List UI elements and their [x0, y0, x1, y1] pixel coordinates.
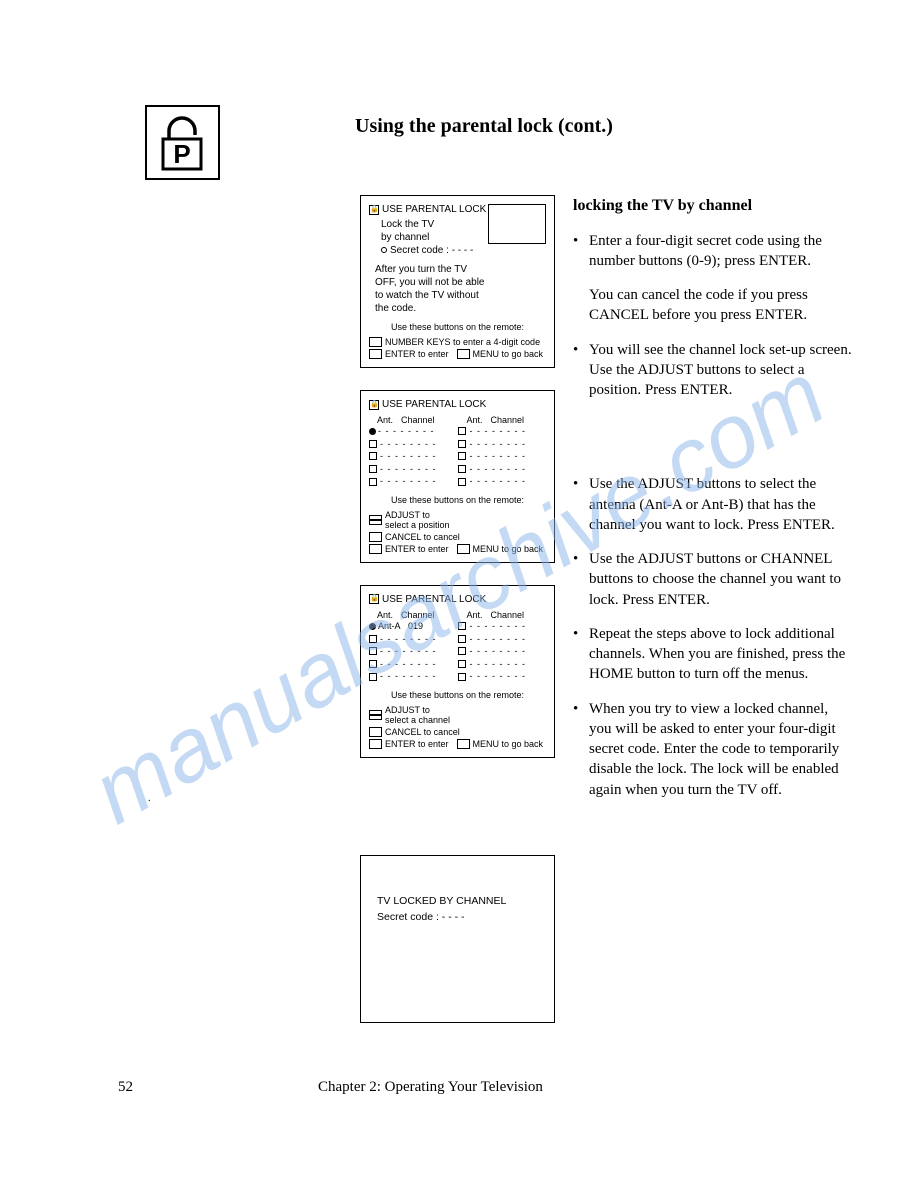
osd-preview-box: [488, 204, 546, 244]
instructions-column: locking the TV by channel Enter a four-d…: [573, 195, 853, 1023]
osd2-title: USE PARENTAL LOCK: [382, 399, 486, 410]
osd3-row: - - - - - - - -: [369, 645, 436, 658]
bullet-6: When you try to view a locked channel, y…: [573, 699, 853, 800]
osd4-line2: Secret code : - - - -: [377, 910, 538, 926]
bullet-2: You will see the channel lock set-up scr…: [573, 340, 853, 401]
osd4-line1: TV LOCKED BY CHANNEL: [377, 894, 538, 910]
osd1-buttons: NUMBER KEYS to enter a 4-digit code ENTE…: [369, 337, 546, 359]
osd1-line3: Secret code : - - - -: [381, 244, 546, 257]
osd2-btn-menu: MENU to go back: [457, 544, 544, 554]
bullet-1-para: You can cancel the code if you press CAN…: [589, 285, 853, 326]
parental-lock-icon: P: [145, 105, 220, 180]
osd3-row: - - - - - - - -: [369, 670, 436, 683]
osd2-row: - - - - - - - -: [458, 463, 525, 476]
osd2-row: - - - - - - - -: [458, 425, 525, 438]
osd3-row: - - - - - - - -: [369, 658, 436, 671]
osd2-col2-header: Ant.Channel: [466, 415, 525, 425]
lock-small-icon: 🔒: [369, 205, 379, 215]
osd1-paragraph: After you turn the TV OFF, you will not …: [375, 263, 485, 315]
osd3-buttons: ADJUST toselect a channel CANCEL to canc…: [369, 705, 546, 749]
screenshots-column: 🔒 USE PARENTAL LOCK Lock the TV by chann…: [360, 195, 555, 1023]
osd3-btn-menu: MENU to go back: [457, 739, 544, 749]
bullet-4: Use the ADJUST buttons or CHANNEL button…: [573, 549, 853, 610]
chapter-label: Chapter 2: Operating Your Television: [318, 1079, 543, 1096]
osd2-btn-enter: ENTER to enter: [369, 544, 449, 554]
osd3-button-header: Use these buttons on the remote:: [369, 690, 546, 700]
osd3-col1-header: Ant.Channel: [377, 610, 436, 620]
osd3-row: - - - - - - - -: [458, 670, 525, 683]
osd3-btn-adjust: ADJUST toselect a channel: [369, 705, 450, 725]
osd2-row: - - - - - - - -: [369, 475, 436, 488]
osd2-row: - - - - - - - -: [369, 450, 436, 463]
osd2-row: - - - - - - - -: [369, 463, 436, 476]
stray-mark: .: [148, 793, 151, 804]
page-footer: 52 Chapter 2: Operating Your Television: [118, 1079, 838, 1096]
page-container: P Using the parental lock (cont.) 🔒 USE …: [0, 0, 918, 145]
osd3-row: - - - - - - - -: [458, 645, 525, 658]
osd3-title: USE PARENTAL LOCK: [382, 594, 486, 605]
osd-screen-3: 🔒 USE PARENTAL LOCK Ant.Channel Ant-A 01…: [360, 585, 555, 758]
osd1-button-header: Use these buttons on the remote:: [369, 322, 546, 332]
osd2-row: - - - - - - - -: [458, 450, 525, 463]
osd1-title: USE PARENTAL LOCK: [382, 204, 486, 215]
osd2-buttons: ADJUST toselect a position CANCEL to can…: [369, 510, 546, 554]
content-columns: 🔒 USE PARENTAL LOCK Lock the TV by chann…: [360, 195, 860, 1023]
osd3-row-selected: Ant-A 019: [369, 620, 436, 633]
osd3-row: - - - - - - - -: [458, 658, 525, 671]
osd2-row: - - - - - - - -: [458, 438, 525, 451]
osd-screen-4: TV LOCKED BY CHANNEL Secret code : - - -…: [360, 855, 555, 1023]
page-heading: Using the parental lock (cont.): [355, 115, 613, 138]
bullet-3: Use the ADJUST buttons to select the ant…: [573, 474, 853, 535]
svg-text:P: P: [173, 139, 190, 169]
osd-screen-2: 🔒 USE PARENTAL LOCK Ant.Channel - - - - …: [360, 390, 555, 563]
section-subheading: locking the TV by channel: [573, 195, 853, 217]
bullet-1: Enter a four-digit secret code using the…: [573, 231, 853, 326]
osd2-title-row: 🔒 USE PARENTAL LOCK: [369, 399, 546, 410]
osd2-btn-cancel: CANCEL to cancel: [369, 532, 460, 542]
osd1-btn-number: NUMBER KEYS to enter a 4-digit code: [369, 337, 540, 347]
osd2-button-header: Use these buttons on the remote:: [369, 495, 546, 505]
osd3-col2-header: Ant.Channel: [466, 610, 525, 620]
bullet-5: Repeat the steps above to lock additiona…: [573, 624, 853, 685]
osd2-row: - - - - - - - -: [458, 475, 525, 488]
osd1-btn-menu: MENU to go back: [457, 349, 544, 359]
osd2-row: - - - - - - - -: [369, 438, 436, 451]
osd3-btn-enter: ENTER to enter: [369, 739, 449, 749]
osd3-row: - - - - - - - -: [458, 633, 525, 646]
osd1-btn-enter: ENTER to enter: [369, 349, 449, 359]
osd2-btn-adjust: ADJUST toselect a position: [369, 510, 450, 530]
page-number: 52: [118, 1079, 318, 1096]
osd-screen-1: 🔒 USE PARENTAL LOCK Lock the TV by chann…: [360, 195, 555, 368]
lock-small-icon: 🔒: [369, 400, 379, 410]
osd2-row: - - - - - - - -: [369, 425, 436, 438]
osd3-btn-cancel: CANCEL to cancel: [369, 727, 460, 737]
lock-small-icon: 🔒: [369, 594, 379, 604]
padlock-p-icon: P: [155, 113, 210, 173]
osd2-col1-header: Ant.Channel: [377, 415, 436, 425]
osd3-title-row: 🔒 USE PARENTAL LOCK: [369, 594, 546, 605]
osd3-row: - - - - - - - -: [369, 633, 436, 646]
osd3-row: - - - - - - - -: [458, 620, 525, 633]
